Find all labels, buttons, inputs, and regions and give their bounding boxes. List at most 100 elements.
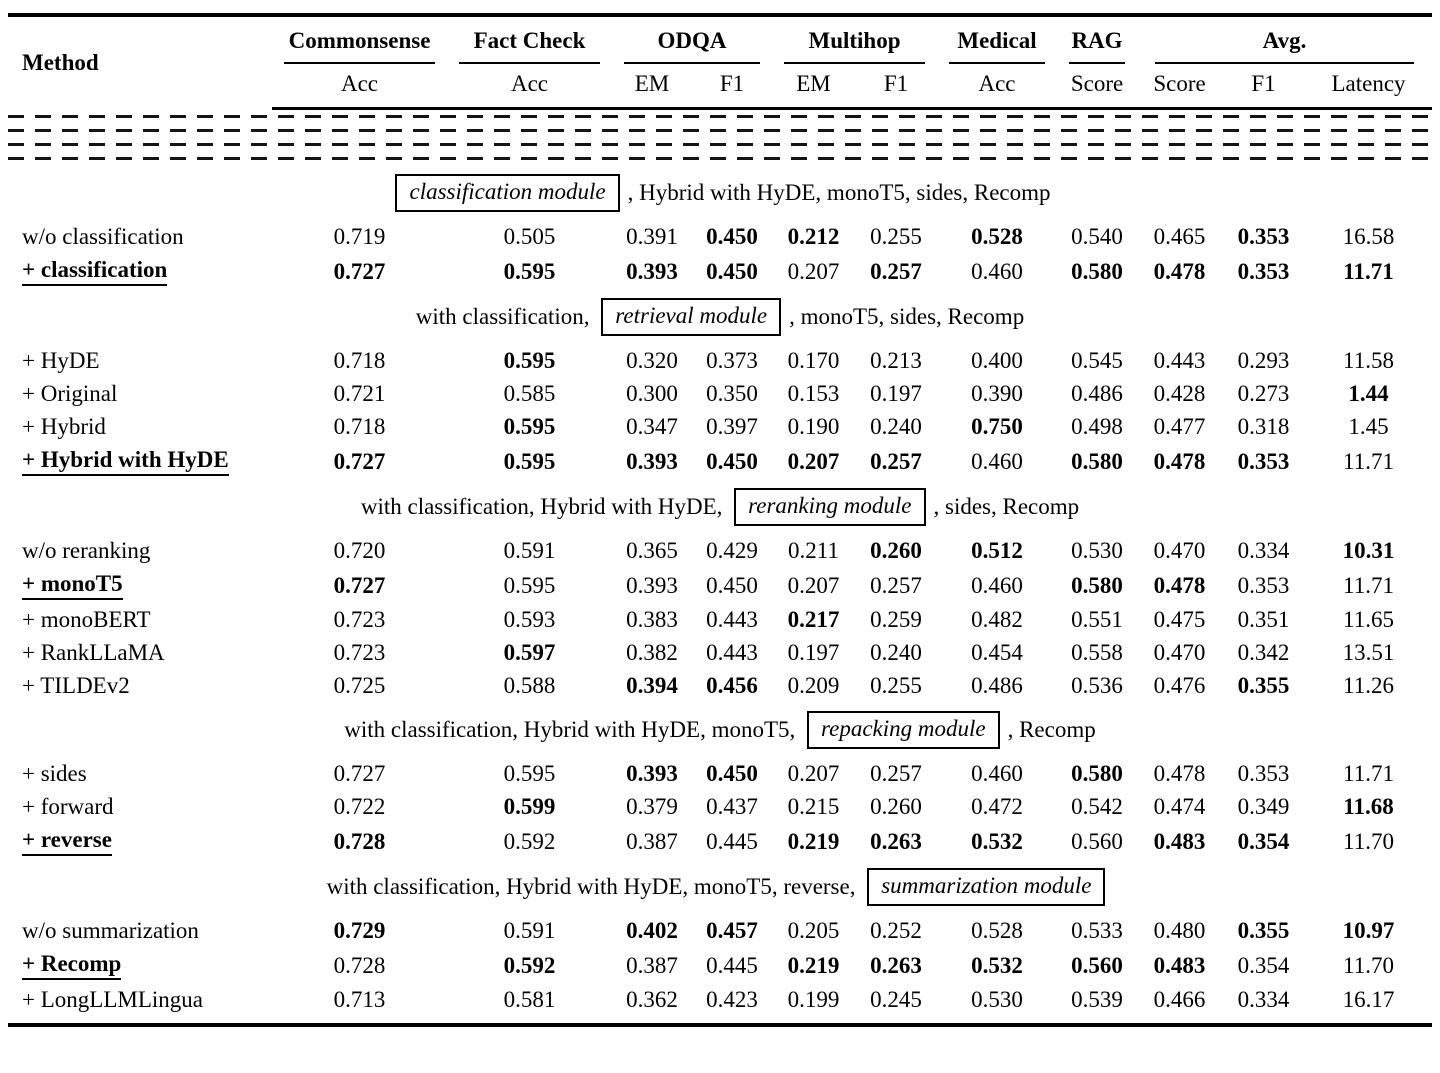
value-cell: 0.354 (1237, 952, 1290, 978)
value-cell: 0.460 (971, 761, 1023, 786)
column-header-method: Method (22, 49, 99, 75)
value-cell: 0.532 (971, 952, 1023, 978)
value-cell: 0.207 (787, 258, 840, 284)
value-cell: 0.273 (1237, 381, 1290, 406)
value-cell: 0.483 (1153, 952, 1206, 978)
value-cell: 0.450 (706, 258, 758, 284)
value-cell: 0.170 (787, 348, 840, 373)
value-cell: 0.257 (870, 572, 922, 598)
section-config: with classification, retrieval module , m… (416, 298, 1024, 336)
value-cell: 0.318 (1237, 414, 1290, 439)
value-cell: 13.51 (1342, 640, 1395, 665)
value-cell: 0.482 (971, 607, 1023, 632)
subcol-commonsense-acc: Acc (272, 64, 447, 110)
value-cell: 0.721 (333, 381, 386, 406)
column-group-medical: Medical (937, 15, 1057, 64)
table-row: w/o summarization 0.729 0.591 0.402 0.457 0.2… (8, 915, 1432, 948)
value-cell: 0.428 (1153, 381, 1206, 406)
value-cell: 0.540 (1071, 224, 1123, 249)
group-label: Multihop (784, 17, 925, 64)
group-header-row: Method Commonsense Fact Check ODQA Multi… (8, 15, 1432, 75)
value-cell: 0.255 (870, 673, 922, 698)
subcol-factcheck-acc: Acc (447, 64, 612, 110)
value-cell: 0.393 (626, 448, 678, 474)
value-cell: 0.365 (626, 538, 678, 563)
value-cell: 11.71 (1343, 761, 1394, 786)
table-section: with classification, retrieval module , m… (8, 290, 1432, 480)
method-label: + monoT5 (22, 571, 123, 600)
value-cell: 0.197 (870, 381, 922, 406)
value-cell: 0.205 (787, 918, 840, 943)
value-cell: 0.595 (503, 761, 556, 786)
value-cell: 0.592 (503, 828, 556, 854)
value-cell: 0.472 (971, 794, 1023, 819)
value-cell: 0.532 (971, 828, 1023, 854)
value-cell: 0.580 (1071, 258, 1123, 284)
method-label: w/o reranking (22, 538, 151, 563)
value-cell: 0.300 (626, 381, 678, 406)
group-label: Medical (949, 17, 1045, 64)
value-cell: 0.718 (333, 414, 386, 439)
value-cell: 0.460 (971, 258, 1023, 284)
method-label: + monoBERT (22, 607, 151, 632)
value-cell: 0.334 (1237, 538, 1290, 563)
value-cell: 0.219 (787, 952, 840, 978)
section-divider-row (8, 152, 1433, 166)
value-cell: 0.379 (626, 794, 678, 819)
value-cell: 0.450 (706, 761, 758, 786)
value-cell: 0.153 (787, 381, 840, 406)
method-label: + RankLLaMA (22, 640, 165, 665)
column-group-commonsense: Commonsense (272, 15, 447, 64)
value-cell: 0.592 (503, 952, 556, 978)
value-cell: 0.580 (1071, 448, 1123, 474)
table-row: + HyDE 0.718 0.595 0.320 0.373 0.170 0.213 0.40… (8, 345, 1432, 378)
value-cell: 0.460 (971, 448, 1023, 474)
table-row: + RankLLaMA 0.723 0.597 0.382 0.443 0.197 0.24… (8, 637, 1432, 670)
value-cell: 0.580 (1071, 761, 1123, 786)
value-cell: 0.465 (1153, 224, 1206, 249)
section-config-suffix: , Hybrid with HyDE, monoT5, sides, Recom… (627, 180, 1051, 205)
section-header-row: classification module , Hybrid with HyDE,… (8, 166, 1432, 221)
value-cell: 0.720 (333, 538, 386, 563)
value-cell: 0.387 (626, 952, 678, 978)
value-cell: 0.591 (503, 538, 556, 563)
value-cell: 10.97 (1342, 918, 1395, 943)
value-cell: 0.486 (971, 673, 1023, 698)
subcol-multihop-f1: F1 (855, 64, 937, 110)
value-cell: 0.723 (333, 607, 386, 632)
value-cell: 0.480 (1153, 918, 1206, 943)
table-row: + Original 0.721 0.585 0.300 0.350 0.153 0.197… (8, 378, 1432, 411)
section-header-row: with classification, retrieval module , m… (8, 290, 1432, 345)
dashed-rule (8, 129, 1433, 132)
section-config: with classification, Hybrid with HyDE, r… (361, 488, 1079, 526)
section-header-row: with classification, Hybrid with HyDE, r… (8, 480, 1432, 535)
value-cell: 0.750 (971, 414, 1023, 439)
value-cell: 0.260 (870, 794, 922, 819)
value-cell: 0.394 (626, 673, 678, 698)
table-section: classification module , Hybrid with HyDE,… (8, 166, 1432, 290)
section-config-suffix: , sides, Recomp (933, 494, 1080, 519)
value-cell: 0.545 (1071, 348, 1123, 373)
section-header-row: with classification, Hybrid with HyDE, m… (8, 860, 1432, 915)
method-label: + classification (22, 257, 168, 286)
value-cell: 0.353 (1237, 258, 1290, 284)
value-cell: 0.457 (706, 918, 758, 943)
method-label: + HyDE (22, 348, 100, 373)
value-cell: 0.259 (870, 607, 922, 632)
subcol-avg-score: Score (1137, 64, 1222, 110)
value-cell: 0.558 (1071, 640, 1123, 665)
module-name-box: summarization module (867, 868, 1106, 906)
table-row: + reverse 0.728 0.592 0.387 0.445 0.219 0.263 0… (8, 824, 1432, 860)
value-cell: 0.460 (971, 572, 1023, 598)
value-cell: 0.353 (1237, 572, 1290, 598)
value-cell: 0.505 (503, 224, 556, 249)
table-row: w/o classification 0.719 0.505 0.391 0.450 0.… (8, 221, 1432, 254)
value-cell: 0.383 (626, 607, 678, 632)
column-group-fact-check: Fact Check (447, 15, 612, 64)
value-cell: 0.719 (333, 224, 386, 249)
value-cell: 11.70 (1343, 952, 1394, 978)
section-config-prefix: with classification, Hybrid with HyDE, m… (344, 717, 802, 742)
table-body (8, 109, 1433, 167)
value-cell: 0.353 (1237, 224, 1290, 249)
value-cell: 0.293 (1237, 348, 1290, 373)
